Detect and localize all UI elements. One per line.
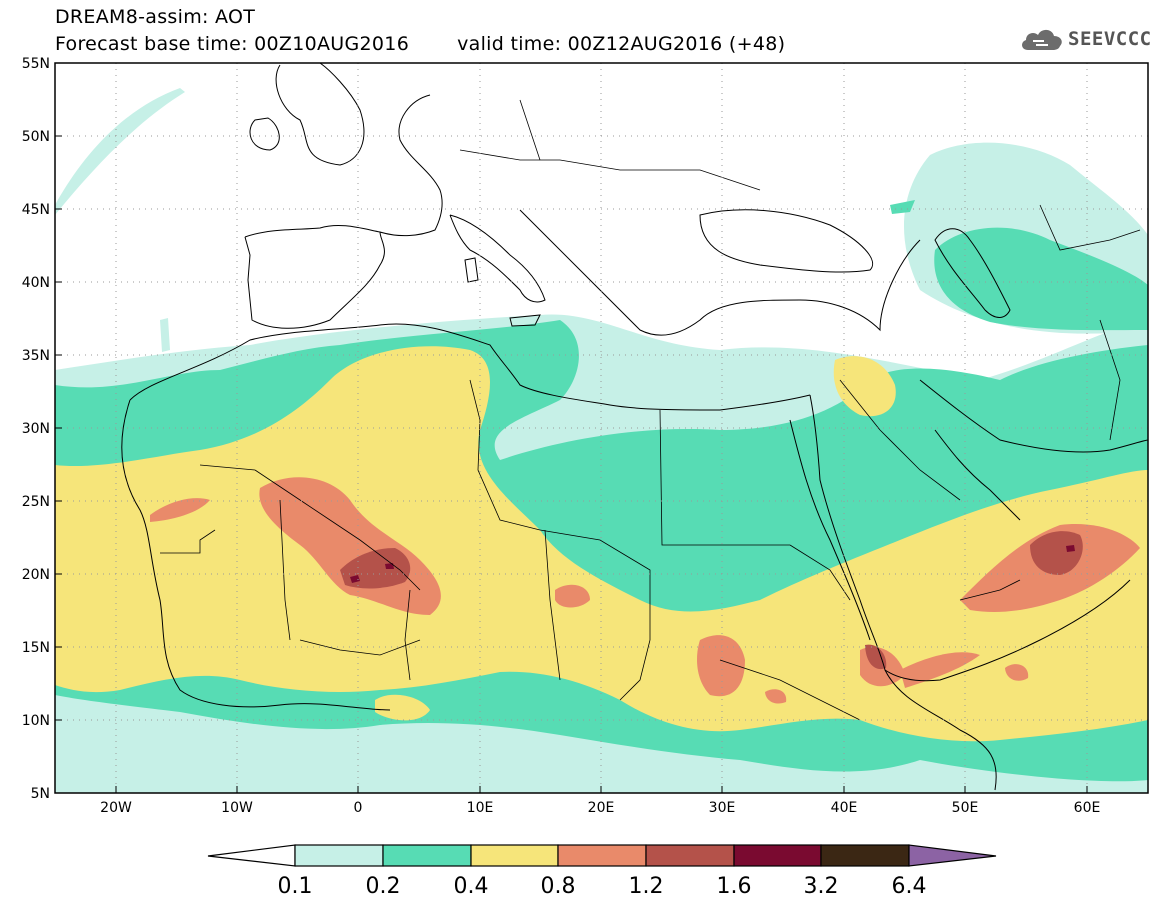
map-subtitle: Forecast base time: 00Z10AUG2016 valid ti… (55, 33, 785, 55)
lat-label: 5N (31, 786, 50, 802)
map-title: DREAM8-assim: AOT (55, 6, 256, 28)
longitude-labels: 20W 10W 0 10E 20E 30E 40E 50E 60E (100, 800, 1100, 816)
colorbar-label: 0.1 (278, 874, 313, 899)
lat-label: 50N (22, 129, 50, 145)
colorbar-label: 6.4 (892, 874, 927, 899)
lon-label: 30E (709, 800, 736, 816)
colorbar-labels: 0.1 0.2 0.4 0.8 1.2 1.6 3.2 6.4 (278, 874, 927, 899)
valid-time: valid time: 00Z12AUG2016 (+48) (457, 33, 786, 55)
aot-fields (55, 88, 1148, 793)
colorbar-swatch-1.2 (645, 844, 735, 867)
lat-label: 25N (22, 494, 50, 510)
colorbar-label: 3.2 (804, 874, 839, 899)
cloud-icon (1022, 29, 1062, 50)
lat-label: 20N (22, 567, 50, 583)
colorbar-label: 1.2 (629, 874, 664, 899)
lon-label: 20W (100, 800, 132, 816)
lon-label: 20E (588, 800, 615, 816)
colorbar-swatch-0.2 (382, 844, 472, 867)
colorbar-label: 0.2 (366, 874, 401, 899)
lon-label: 50E (952, 800, 979, 816)
colorbar-swatch-0.1 (294, 844, 384, 867)
lat-label: 40N (22, 275, 50, 291)
tick-marks (55, 135, 1088, 793)
colorbar-over-arrow (908, 844, 997, 867)
lon-label: 40E (831, 800, 858, 816)
latitude-labels: 55N 50N 45N 40N 35N 30N 25N 20N 15N 10N … (22, 56, 50, 802)
colorbar (207, 844, 997, 867)
colorbar-label: 1.6 (717, 874, 752, 899)
colorbar-swatch-0.4 (470, 844, 559, 867)
lat-label: 30N (22, 421, 50, 437)
colorbar-swatch-3.2 (820, 844, 910, 867)
coastlines (121, 63, 1148, 791)
lat-label: 45N (22, 202, 50, 218)
graticule (55, 63, 1148, 793)
lon-label: 60E (1074, 800, 1101, 816)
aot-field-0.4 (55, 346, 1148, 742)
aot-field-1.6 (350, 545, 1075, 583)
logo-text: SEEVCCC (1068, 28, 1152, 50)
lon-label: 10W (221, 800, 253, 816)
lat-label: 55N (22, 56, 50, 72)
lon-label: 0 (354, 800, 363, 816)
lat-label: 10N (22, 713, 50, 729)
colorbar-label: 0.4 (454, 874, 489, 899)
colorbar-under-arrow (207, 844, 296, 867)
colorbar-label: 0.8 (541, 874, 576, 899)
lat-label: 35N (22, 348, 50, 364)
seevccc-logo: SEEVCCC (1018, 24, 1152, 56)
colorbar-swatch-1.6 (733, 844, 822, 867)
lat-label: 15N (22, 640, 50, 656)
country-borders (160, 99, 1141, 721)
forecast-base-time: Forecast base time: 00Z10AUG2016 (55, 33, 410, 55)
colorbar-swatch-0.8 (557, 844, 647, 867)
lon-label: 10E (467, 800, 494, 816)
